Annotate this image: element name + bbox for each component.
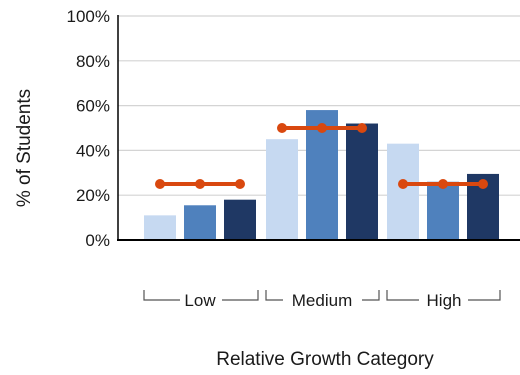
category-labels: Low Medium High: [143, 290, 501, 310]
bar-low-1: [144, 215, 176, 240]
bar-high-2: [427, 181, 459, 240]
y-axis-title: % of Students: [14, 89, 35, 207]
axes: [117, 15, 520, 241]
bar-medium-3: [346, 123, 378, 240]
reference-marker: [155, 179, 165, 189]
reference-marker: [438, 179, 448, 189]
bar-low-2: [184, 205, 216, 240]
category-bracket-right: [222, 290, 259, 301]
y-tick-label: 0%: [85, 231, 110, 250]
reference-marker: [235, 179, 245, 189]
bar-medium-1: [266, 139, 298, 240]
reference-marker: [478, 179, 488, 189]
category-bracket-right: [362, 290, 380, 301]
bar-low-3: [224, 199, 256, 240]
y-tick-label: 20%: [76, 186, 110, 205]
bars: [144, 110, 499, 240]
reference-marker: [357, 123, 367, 133]
bar-high-1: [387, 143, 419, 240]
category-bracket-left: [265, 290, 283, 301]
y-tick-label: 60%: [76, 97, 110, 116]
category-label-medium: Medium: [292, 291, 352, 310]
reference-marker: [195, 179, 205, 189]
category-bracket-left: [143, 290, 180, 301]
x-axis-title: Relative Growth Category: [216, 349, 434, 370]
reference-marker: [317, 123, 327, 133]
reference-lines: [155, 123, 488, 189]
reference-marker: [398, 179, 408, 189]
y-tick-labels: 0% 20% 40% 60% 80% 100%: [67, 7, 110, 250]
reference-marker: [277, 123, 287, 133]
category-bracket-left: [386, 290, 419, 301]
category-label-low: Low: [184, 291, 216, 310]
category-bracket-right: [468, 290, 501, 301]
y-tick-label: 80%: [76, 52, 110, 71]
y-tick-label: 40%: [76, 141, 110, 160]
y-tick-label: 100%: [67, 7, 110, 26]
category-label-high: High: [427, 291, 462, 310]
